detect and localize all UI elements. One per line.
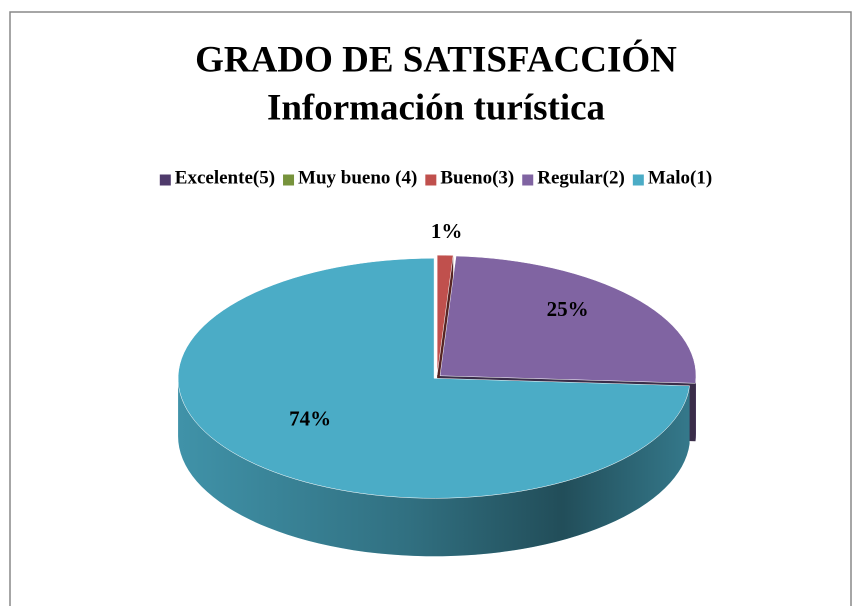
legend-swatch — [283, 174, 295, 186]
legend-swatch — [159, 174, 171, 186]
legend-label: Regular(2) — [537, 167, 625, 188]
legend-label: Excelente(5) — [175, 167, 275, 188]
legend-label: Bueno(3) — [440, 167, 514, 188]
legend-swatch — [632, 174, 644, 186]
pie-slice — [439, 255, 697, 384]
data-label: 25% — [547, 297, 589, 321]
pie-slice — [177, 258, 690, 499]
pie-slice-shade — [178, 378, 690, 557]
chart-subtitle: Información turística — [267, 87, 605, 128]
legend-swatch — [425, 174, 437, 186]
pie-tops — [177, 254, 697, 499]
data-label: 74% — [289, 407, 331, 431]
chart-title: GRADO DE SATISFACCIÓN — [195, 38, 677, 80]
pie-slice-shade — [695, 375, 697, 442]
legend-label: Muy bueno (4) — [298, 167, 417, 188]
chart-frame — [9, 11, 852, 606]
legend-label: Malo(1) — [648, 167, 712, 188]
pie-slice — [436, 254, 454, 376]
data-label: 1% — [431, 219, 463, 243]
legend-swatch — [522, 174, 534, 186]
